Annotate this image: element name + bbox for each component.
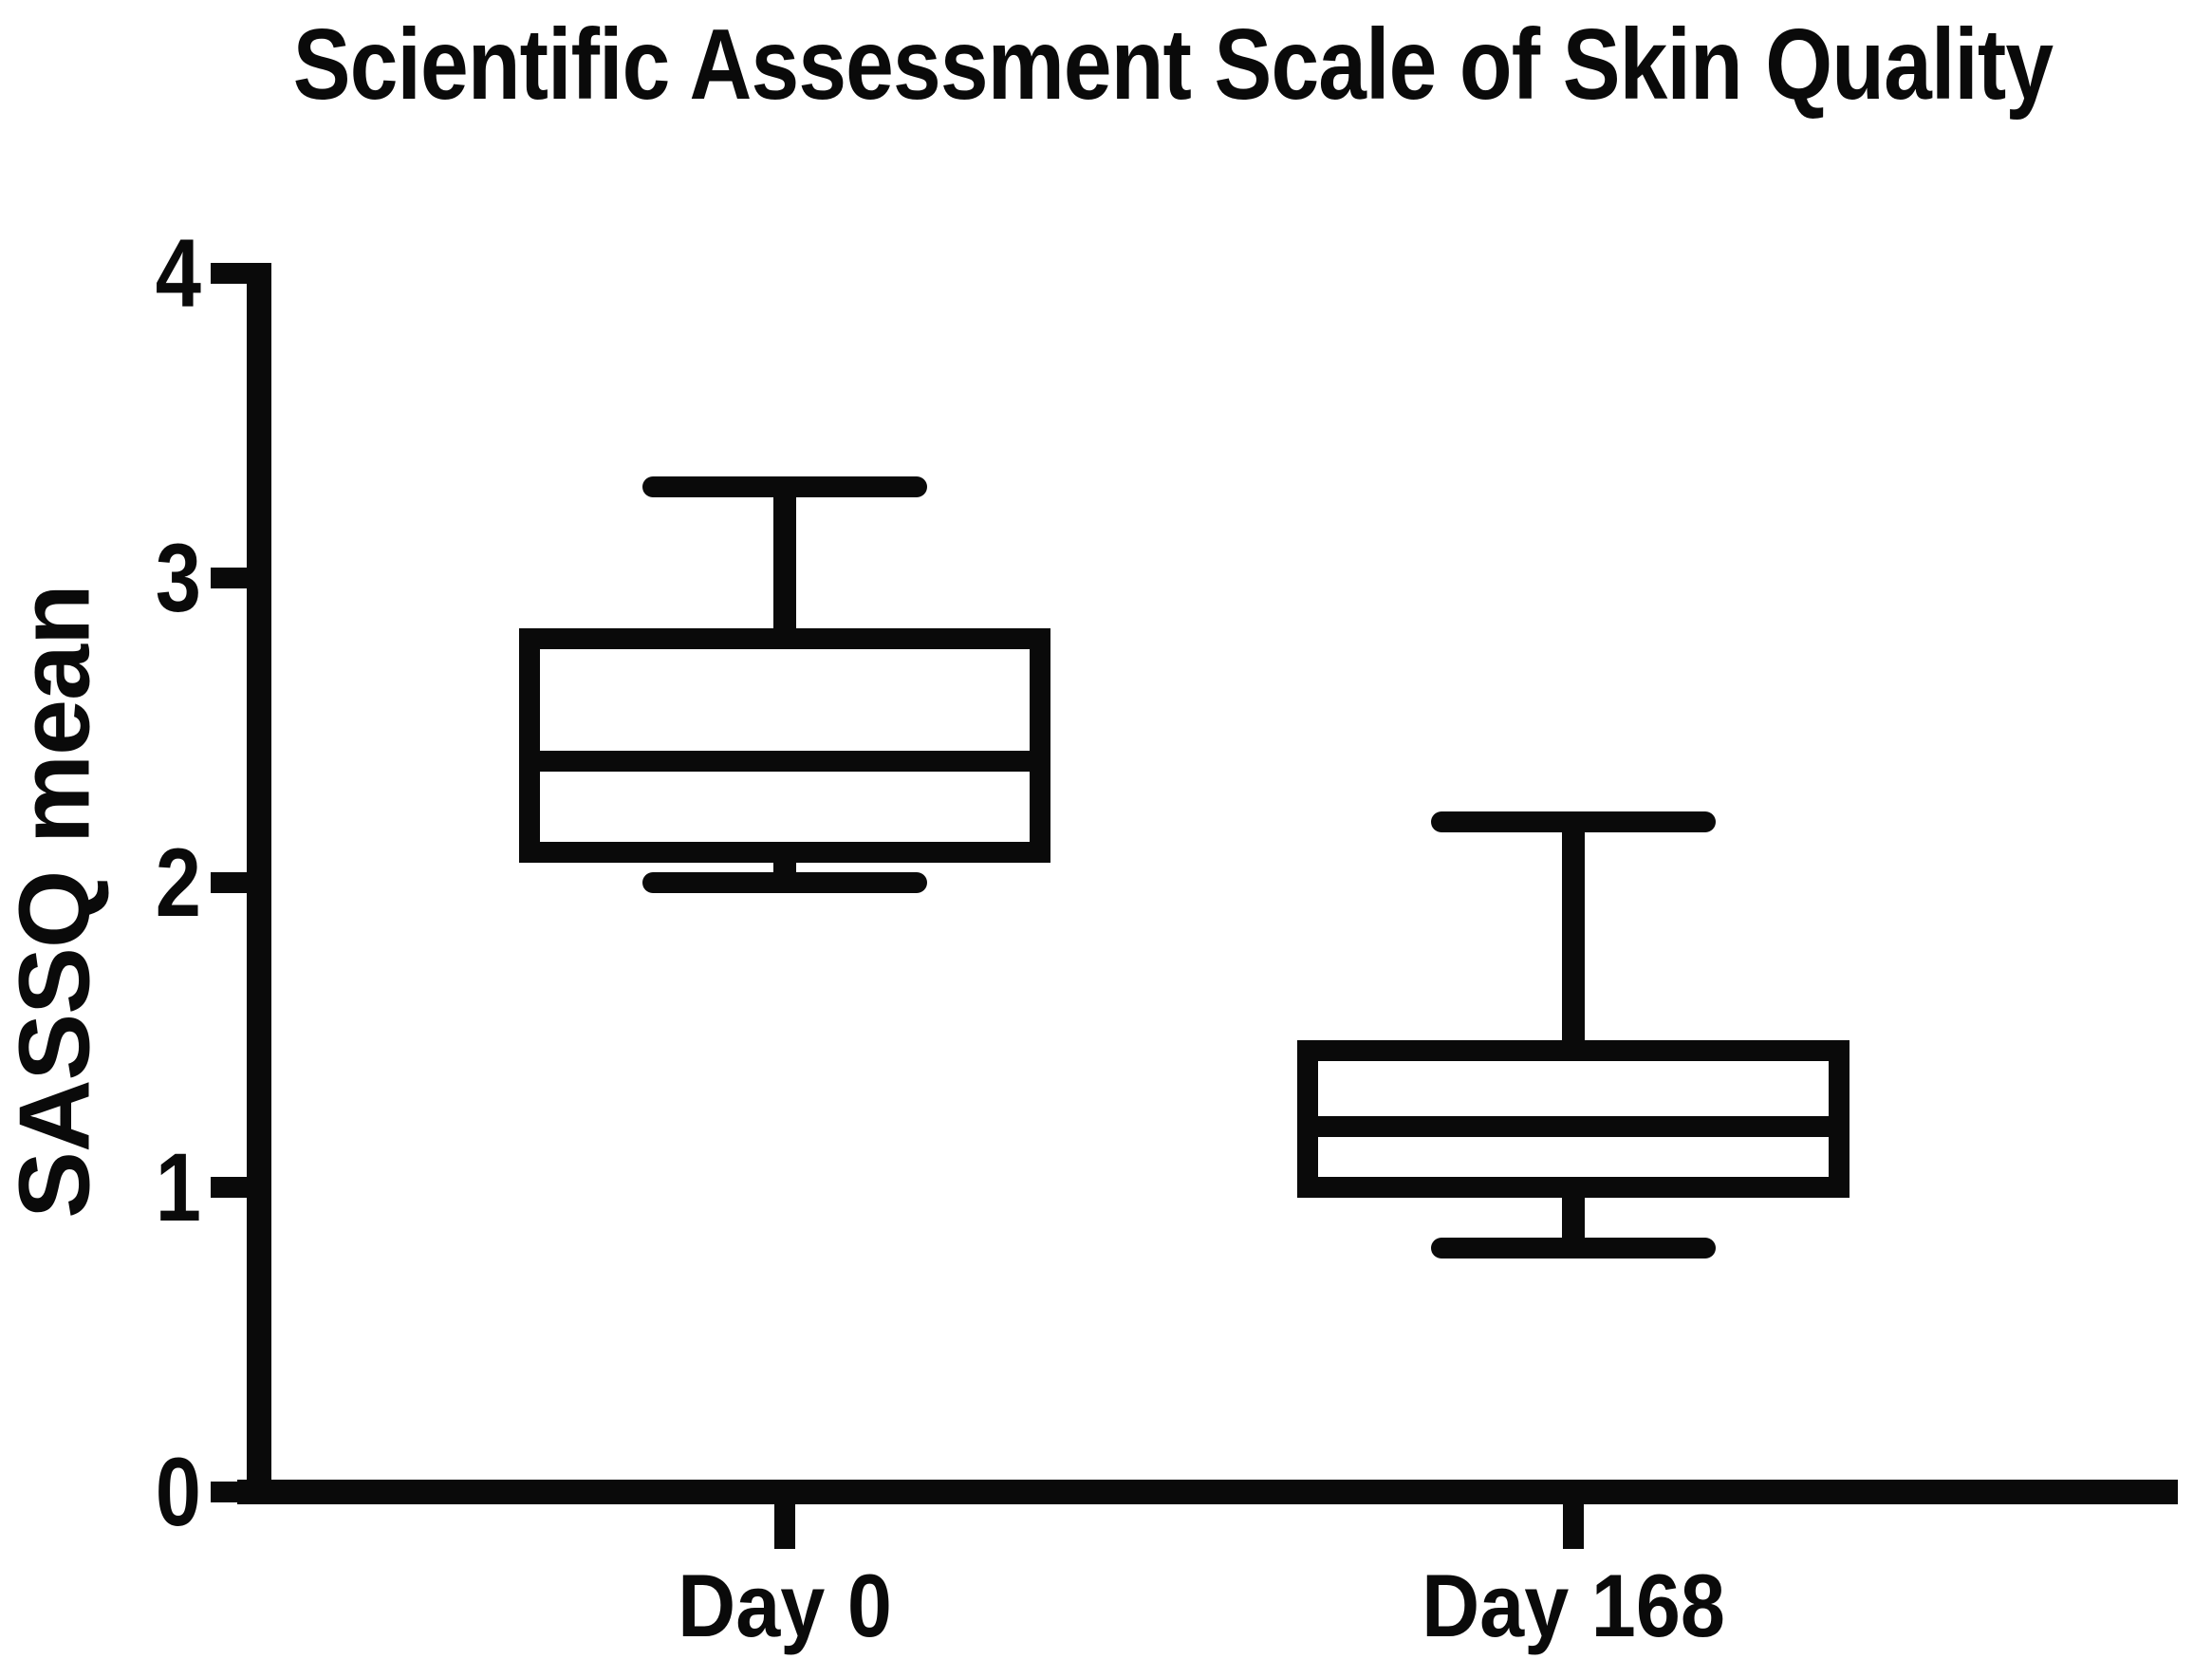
x-tick-label-day-168: Day 168	[1422, 1556, 1725, 1655]
y-tick-label-3: 3	[155, 524, 201, 632]
y-tick-1	[211, 1177, 247, 1198]
y-tick-2	[211, 872, 247, 893]
box-day-0	[519, 628, 1050, 863]
median-line-day-0	[536, 750, 1033, 772]
upper-whisker-day-0	[773, 486, 796, 640]
x-tick-day-0	[774, 1504, 795, 1549]
median-line-day-168	[1314, 1115, 1832, 1137]
lower-whisker-cap-day-0	[642, 872, 927, 893]
x-axis-line	[237, 1480, 2178, 1504]
y-tick-label-1: 1	[155, 1133, 201, 1241]
y-tick-label-2: 2	[155, 829, 201, 937]
upper-whisker-cap-day-168	[1431, 811, 1716, 832]
x-tick-day-168	[1563, 1504, 1584, 1549]
y-tick-0	[211, 1482, 247, 1502]
y-axis-line	[247, 263, 271, 1504]
upper-whisker-cap-day-0	[642, 475, 927, 497]
lower-whisker-cap-day-168	[1431, 1238, 1716, 1259]
y-tick-4	[211, 263, 247, 284]
y-tick-label-0: 0	[155, 1438, 201, 1546]
y-tick-3	[211, 568, 247, 588]
y-tick-label-4: 4	[155, 219, 201, 327]
chart-title: Scientific Assessment Scale of Skin Qual…	[292, 9, 2054, 121]
upper-whisker-day-168	[1562, 821, 1585, 1051]
x-tick-label-day-0: Day 0	[678, 1556, 892, 1655]
